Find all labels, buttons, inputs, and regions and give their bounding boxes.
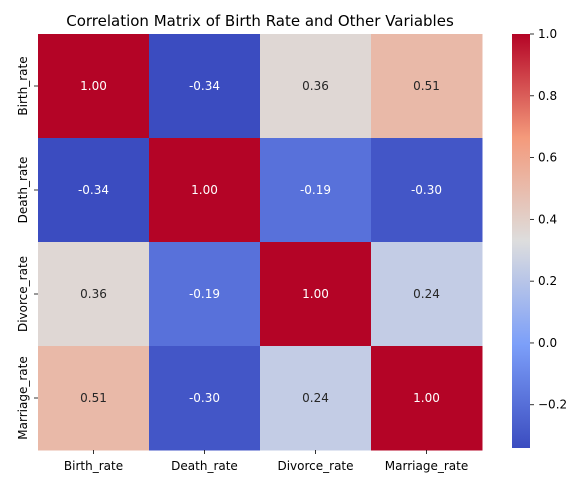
y-tick-label: Death_rate [16, 157, 30, 224]
x-tick-label: Divorce_rate [277, 459, 353, 473]
colorbar-tick-label: 0.0 [538, 336, 557, 350]
y-tick-label: Marriage_rate [16, 356, 30, 439]
cell-value-label: 1.00 [191, 183, 218, 197]
cell-value-label: -0.19 [189, 287, 220, 301]
colorbar-gradient [512, 34, 530, 448]
cell-value-label: 0.36 [80, 287, 107, 301]
cell-value-label: 0.24 [413, 287, 440, 301]
x-tick-label: Death_rate [171, 459, 238, 473]
cell-value-label: -0.34 [189, 79, 220, 93]
cell-value-label: -0.19 [300, 183, 331, 197]
cell-value-label: 1.00 [302, 287, 329, 301]
colorbar: 1.0 0.8 0.6 0.4 0.2 0.0 −0.2 [512, 27, 567, 448]
cell-value-label: 0.51 [80, 391, 107, 405]
x-axis: Birth_rate Death_rate Divorce_rate Marriage… [64, 450, 468, 473]
cell-value-label: -0.30 [189, 391, 220, 405]
colorbar-tick-label: 1.0 [538, 27, 557, 41]
y-axis: Birth_rate Death_rate Divorce_rate Marriage… [16, 56, 38, 439]
cell-value-label: -0.34 [78, 183, 109, 197]
x-tick-label: Birth_rate [64, 459, 123, 473]
colorbar-tick-label: 0.8 [538, 89, 557, 103]
y-tick-label: Birth_rate [16, 56, 30, 115]
y-tick-label: Divorce_rate [16, 256, 30, 332]
cell-value-label: 0.51 [413, 79, 440, 93]
cell-value-label: 0.24 [302, 391, 329, 405]
colorbar-tick-label: 0.4 [538, 212, 557, 226]
cell-value-label: -0.30 [411, 183, 442, 197]
colorbar-tick-label: 0.2 [538, 274, 557, 288]
colorbar-tick-label: 0.6 [538, 151, 557, 165]
cell-value-label: 1.00 [413, 391, 440, 405]
cell-value-label: 1.00 [80, 79, 107, 93]
colorbar-tick-label: −0.2 [538, 398, 567, 412]
x-tick-label: Marriage_rate [385, 459, 468, 473]
cell-value-label: 0.36 [302, 79, 329, 93]
heatmap-cells: 1.00 -0.34 0.36 0.51 -0.34 1.00 -0.19 -0.30 0.36… [38, 34, 483, 451]
chart-title: Correlation Matrix of Birth Rate and Oth… [66, 12, 454, 30]
